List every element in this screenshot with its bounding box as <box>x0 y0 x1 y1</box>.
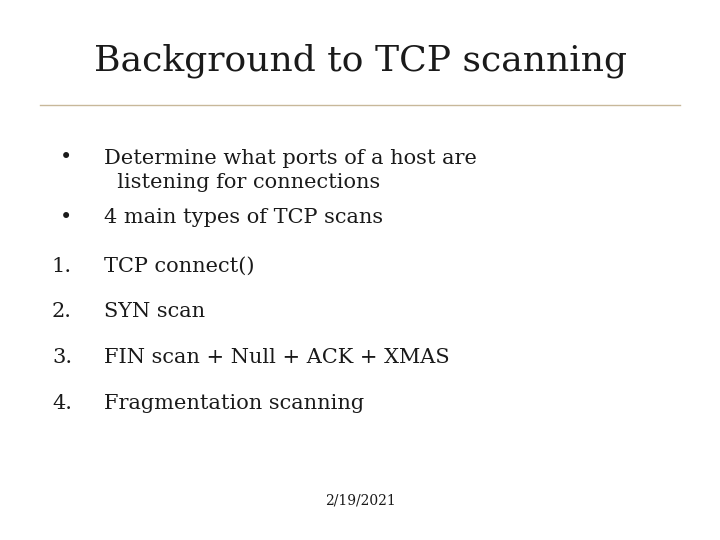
Text: FIN scan + Null + ACK + XMAS: FIN scan + Null + ACK + XMAS <box>104 348 450 367</box>
Text: 4 main types of TCP scans: 4 main types of TCP scans <box>104 208 384 227</box>
Text: 3.: 3. <box>52 348 72 367</box>
Text: 4.: 4. <box>52 394 72 413</box>
Text: Fragmentation scanning: Fragmentation scanning <box>104 394 364 413</box>
Text: TCP connect(): TCP connect() <box>104 256 255 275</box>
Text: 2.: 2. <box>52 302 72 321</box>
Text: 2/19/2021: 2/19/2021 <box>325 494 395 508</box>
Text: Background to TCP scanning: Background to TCP scanning <box>94 43 626 78</box>
Text: SYN scan: SYN scan <box>104 302 205 321</box>
Text: 1.: 1. <box>52 256 72 275</box>
Text: •: • <box>60 148 72 167</box>
Text: •: • <box>60 208 72 227</box>
Text: Determine what ports of a host are
  listening for connections: Determine what ports of a host are liste… <box>104 148 477 192</box>
